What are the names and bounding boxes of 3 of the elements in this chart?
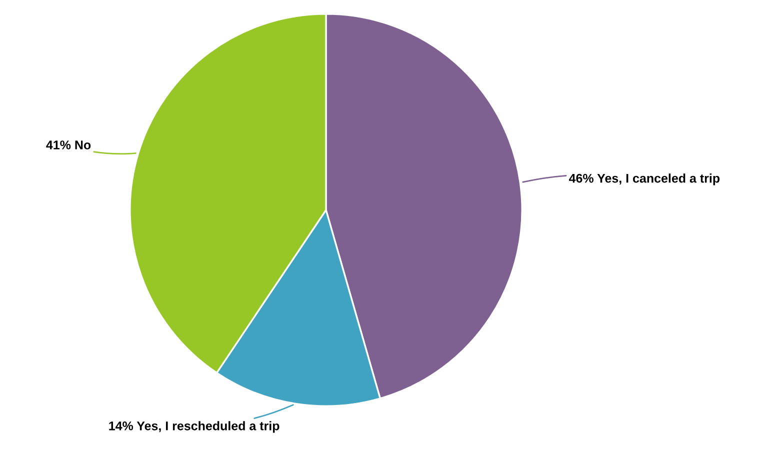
slice-label: 46% Yes, I canceled a trip	[568, 174, 720, 186]
slice-label: 14% Yes, I rescheduled a trip	[109, 421, 280, 433]
slice-label: 41% No	[46, 140, 91, 150]
